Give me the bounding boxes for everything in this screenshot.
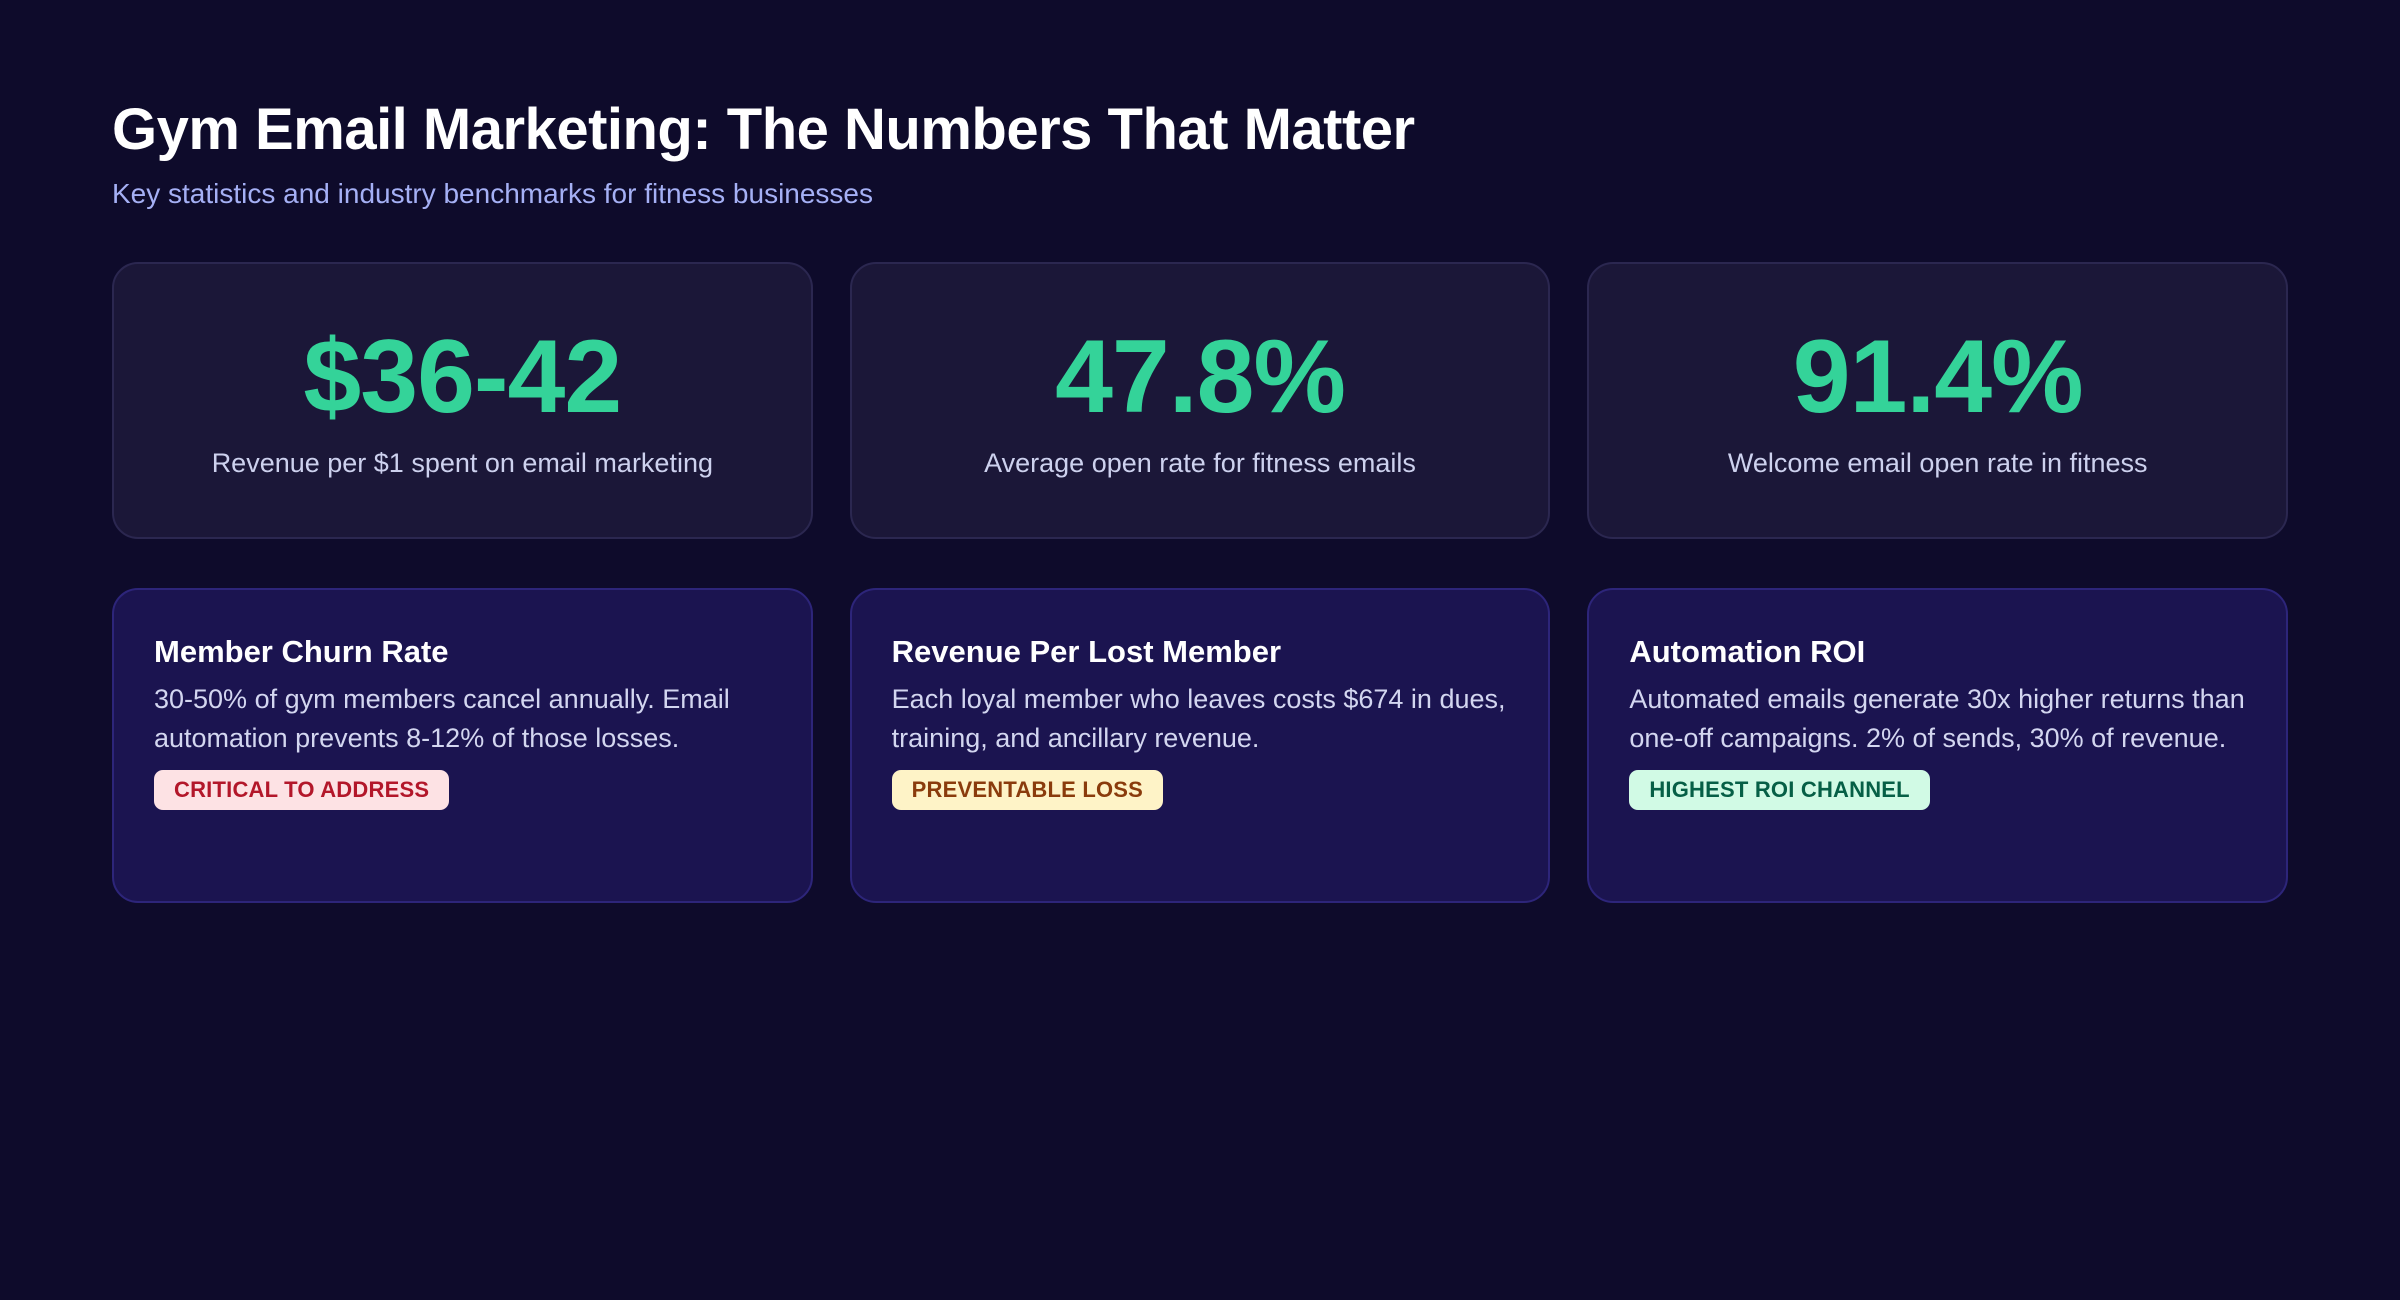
info-card-title: Revenue Per Lost Member xyxy=(891,634,1282,669)
stat-label: Welcome email open rate in fitness xyxy=(1727,447,2148,478)
status-badge: HIGHEST ROI CHANNEL xyxy=(1629,770,1930,810)
page-subtitle: Key statistics and industry benchmarks f… xyxy=(112,178,874,209)
info-row: Member Churn Rate 30-50% of gym members … xyxy=(112,588,2289,903)
stat-value: 91.4% xyxy=(1792,318,2084,435)
stats-row: $36-42 Revenue per $1 spent on email mar… xyxy=(112,262,2289,539)
info-card-lost-member: Revenue Per Lost Member Each loyal membe… xyxy=(849,588,1551,903)
info-card-title: Member Churn Rate xyxy=(154,634,449,669)
stat-value: 47.8% xyxy=(1055,318,1346,435)
stat-card-welcome-rate: 91.4% Welcome email open rate in fitness xyxy=(1587,262,2289,539)
info-card-text: 30-50% of gym members cancel annually. E… xyxy=(154,684,730,753)
info-card-text: Each loyal member who leaves costs $674 … xyxy=(891,684,1506,753)
status-badge: PREVENTABLE LOSS xyxy=(891,770,1164,810)
info-card-automation-roi: Automation ROI Automated emails generate… xyxy=(1587,588,2289,903)
stat-label: Average open rate for fitness emails xyxy=(984,447,1416,478)
stat-label: Revenue per $1 spent on email marketing xyxy=(211,447,713,478)
stat-card-revenue: $36-42 Revenue per $1 spent on email mar… xyxy=(112,262,813,539)
stat-value: $36-42 xyxy=(303,318,622,435)
info-card-text: Automated emails generate 30x higher ret… xyxy=(1629,684,2245,753)
stat-card-open-rate: 47.8% Average open rate for fitness emai… xyxy=(849,262,1551,539)
page-title: Gym Email Marketing: The Numbers That Ma… xyxy=(112,97,1415,162)
info-card-churn: Member Churn Rate 30-50% of gym members … xyxy=(112,588,813,903)
status-badge: CRITICAL TO ADDRESS xyxy=(154,770,450,810)
info-card-title: Automation ROI xyxy=(1629,634,1866,669)
